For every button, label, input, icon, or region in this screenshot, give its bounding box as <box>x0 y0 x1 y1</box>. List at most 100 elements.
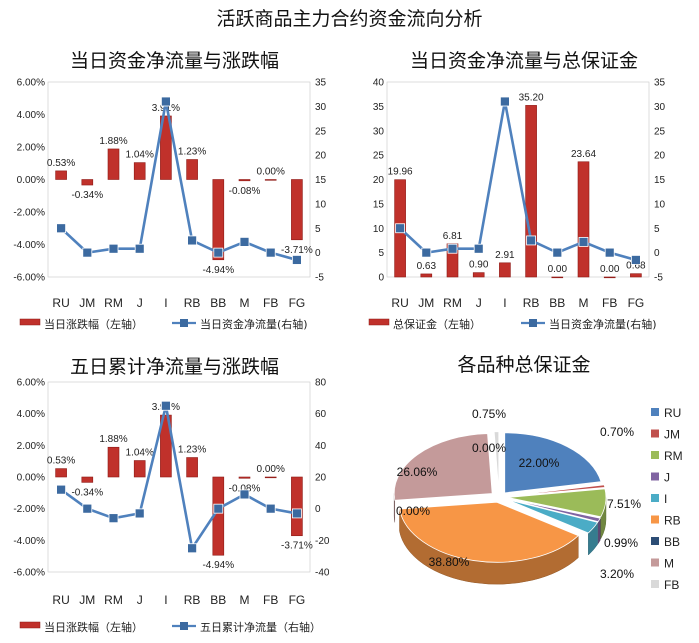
line-point <box>473 243 484 254</box>
legend-label: J <box>664 471 670 485</box>
line-point <box>395 223 405 234</box>
pie-data-label: 22.00% <box>519 456 560 470</box>
bar <box>420 273 433 278</box>
left-axis-tick-label: 6.00% <box>17 378 45 389</box>
bar <box>133 460 146 478</box>
category-label: JM <box>418 296 434 310</box>
bar <box>160 115 172 180</box>
right-axis-tick-label: 5 <box>654 224 660 235</box>
left-axis-tick-label: 20 <box>373 175 385 186</box>
bar-data-label: 1.04% <box>126 448 154 459</box>
left-axis-tick-label: 30 <box>373 126 385 137</box>
left-axis-tick-label: 35 <box>373 102 385 113</box>
bar <box>107 148 120 180</box>
bar <box>55 170 67 180</box>
legend-swatch <box>651 515 659 524</box>
chart-title: 当日资金净流量与涨跌幅 <box>70 50 279 72</box>
bar-data-label: 0.90 <box>469 260 489 271</box>
category-label: BB <box>549 296 565 310</box>
right-axis-tick-label: -5 <box>315 273 324 284</box>
right-axis-tick-label: 20 <box>654 151 666 162</box>
chart-daily-flow-vs-change-svg: 当日资金净流量与涨跌幅 -6.00% -4.00% -2.00% 0.00% 2.00% 4… <box>13 50 327 331</box>
legend-label: RU <box>664 406 681 420</box>
flow-line <box>60 101 298 262</box>
line-point <box>578 236 589 247</box>
legend-swatch <box>651 451 659 459</box>
category-label: I <box>164 593 167 607</box>
bar <box>499 262 511 278</box>
pie-slice <box>507 498 601 523</box>
category-label: FB <box>263 296 278 310</box>
pie-data-label: 0.99% <box>604 536 638 550</box>
category-label: RB <box>523 296 540 310</box>
chart-title: 五日累计净流量与涨跌幅 <box>70 356 279 378</box>
bar-data-label: 1.23% <box>178 147 206 158</box>
chart-daily-flow-vs-margin-svg: 当日资金净流量与总保证金 0 5 10 15 20 25 30 35 40 -5 0 5 10 15 20 25… <box>368 50 666 331</box>
bar-data-label: 0.00 <box>548 264 568 275</box>
pie-data-label: 0.00% <box>472 441 506 455</box>
category-label: RM <box>104 296 123 310</box>
line-point <box>160 400 171 411</box>
right-axis-tick-label: 30 <box>315 102 327 113</box>
bar-data-label: 1.88% <box>99 434 127 445</box>
legend-swatch <box>651 558 659 567</box>
legend-line-label: 当日资金净流量(右轴) <box>549 317 657 331</box>
left-axis-tick-label: 10 <box>373 224 385 235</box>
bar <box>238 476 251 479</box>
line-point <box>56 223 66 234</box>
legend-bar-swatch <box>19 318 41 326</box>
legend-label: BB <box>664 535 680 549</box>
page-title: 活跃商品主力合约资金流向分析 <box>216 8 483 30</box>
line-point <box>108 243 119 254</box>
bar <box>107 446 120 478</box>
right-axis-tick-label: 20 <box>315 473 327 484</box>
left-axis-tick-label: 0.00% <box>17 473 45 484</box>
right-axis-tick-label: 35 <box>315 78 327 89</box>
left-axis-tick-label: 0.00% <box>17 175 45 186</box>
bar <box>264 179 277 181</box>
right-axis-tick-label: 0 <box>315 504 321 515</box>
chart-five-day-flow-vs-change-svg: 五日累计净流量与涨跌幅 -6.00% -4.00% -2.00% 0.00% 2.00% 4… <box>13 356 330 634</box>
bar <box>291 179 303 241</box>
category-label: I <box>503 296 506 310</box>
bar-data-label: 0.00% <box>257 464 285 475</box>
line-point <box>82 247 93 258</box>
legend-swatch <box>651 472 659 481</box>
bar-data-label: 0.68 <box>626 261 646 272</box>
right-axis-tick-label: 25 <box>315 126 327 137</box>
chart-title: 各品种总保证金 <box>457 354 590 376</box>
left-axis-tick-label: 25 <box>373 151 385 162</box>
legend-line-marker <box>180 319 188 327</box>
category-label: RM <box>443 296 462 310</box>
legend-label: M <box>664 557 674 571</box>
chart-title: 当日资金净流量与总保证金 <box>410 50 638 72</box>
line-point <box>421 247 432 258</box>
bar <box>525 105 537 278</box>
line-point <box>187 543 198 554</box>
right-axis-tick-label: 10 <box>654 199 666 210</box>
right-axis-tick-label: 20 <box>315 151 327 162</box>
category-label: I <box>164 296 167 310</box>
pie-slice-side <box>597 517 601 545</box>
pie-slice <box>507 484 606 497</box>
right-axis-tick-label: 5 <box>315 224 321 235</box>
left-axis-tick-label: -4.00% <box>13 536 45 547</box>
bar-data-label: 0.53% <box>47 158 75 169</box>
legend-bar-label: 当日涨跌幅（左轴） <box>44 620 143 634</box>
category-label: M <box>240 296 250 310</box>
pie-slice <box>507 488 607 518</box>
bar <box>264 476 277 479</box>
pie-data-label: 3.20% <box>600 567 634 581</box>
line-point <box>265 503 276 514</box>
pie-data-label: 0.70% <box>600 425 634 439</box>
bar-data-label: 6.81 <box>443 231 463 242</box>
right-axis-tick-label: 0 <box>315 248 321 259</box>
pie-slice <box>506 499 599 534</box>
line-point <box>160 96 171 107</box>
bar <box>238 179 251 182</box>
bar-data-label: 1.88% <box>99 136 127 147</box>
bar-data-label: -3.71% <box>281 245 313 256</box>
category-label: RM <box>104 593 123 607</box>
bar-data-label: 2.91 <box>495 250 515 261</box>
